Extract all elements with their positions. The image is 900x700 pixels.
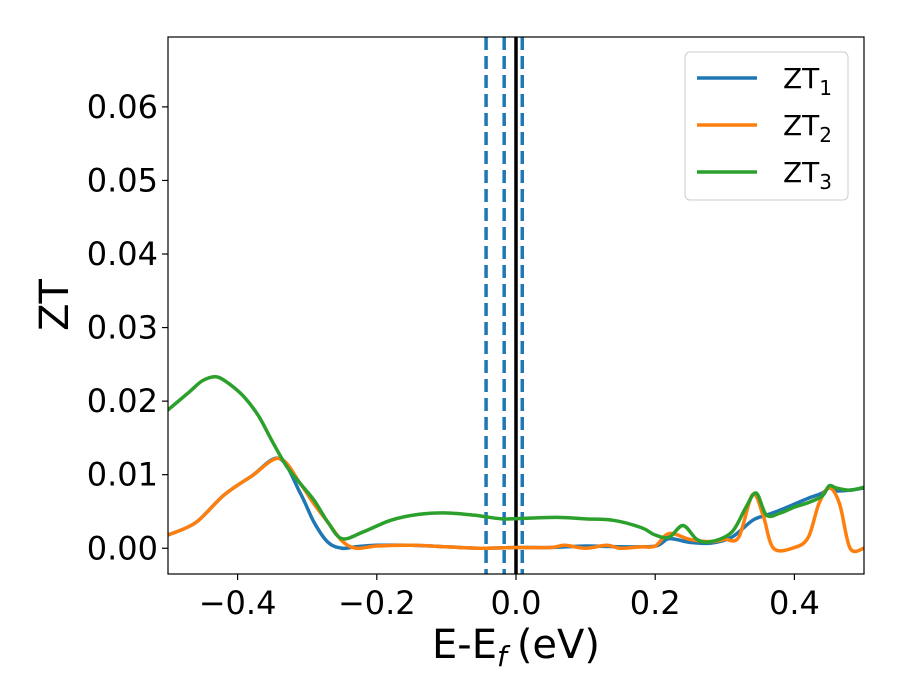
- legend-label-main: ZT: [783, 62, 820, 95]
- y-tick-label: 0.00: [87, 529, 158, 567]
- legend-label-main: ZT: [783, 109, 820, 142]
- legend-label-subscript: 1: [819, 76, 832, 100]
- x-axis-label: E-Ef (eV): [432, 622, 600, 673]
- series-line-zt1: [168, 456, 864, 551]
- x-tick-label: 0.2: [630, 584, 681, 622]
- x-axis-ticks: −0.4 −0.2 0.0 0.2 0.4: [199, 574, 820, 622]
- legend-label-subscript: 2: [819, 123, 832, 147]
- y-tick-label: 0.04: [87, 235, 158, 273]
- x-axis-label-unit: (eV): [517, 622, 600, 668]
- y-tick-label: 0.03: [87, 309, 158, 347]
- legend-label-zt2: ZT2: [783, 109, 832, 147]
- x-tick-label: 0.0: [491, 584, 542, 622]
- x-axis-label-subscript: f: [497, 640, 511, 673]
- plot-frame: [167, 36, 865, 575]
- x-tick-label: −0.2: [338, 584, 416, 622]
- legend-label-zt3: ZT3: [783, 156, 832, 194]
- series-line-zt2: [168, 456, 864, 554]
- legend-box: [684, 51, 849, 201]
- reference-lines: [484, 37, 525, 574]
- x-axis-label-main: E-E: [432, 622, 497, 668]
- series-lines: [168, 374, 864, 554]
- y-tick-label: 0.01: [87, 456, 158, 494]
- y-tick-label: 0.06: [87, 88, 158, 126]
- legend-label-zt1: ZT1: [783, 62, 832, 100]
- legend-label-subscript: 3: [819, 170, 832, 194]
- series-line-zt3: [168, 374, 864, 544]
- y-axis-ticks: 0.00 0.01 0.02 0.03 0.04 0.05 0.06: [87, 88, 168, 567]
- x-tick-label: −0.4: [199, 584, 277, 622]
- x-tick-label: 0.4: [769, 584, 820, 622]
- y-tick-label: 0.05: [87, 161, 158, 199]
- y-axis-label: ZT: [32, 279, 78, 331]
- legend-label-main: ZT: [783, 156, 820, 189]
- y-tick-label: 0.02: [87, 382, 158, 420]
